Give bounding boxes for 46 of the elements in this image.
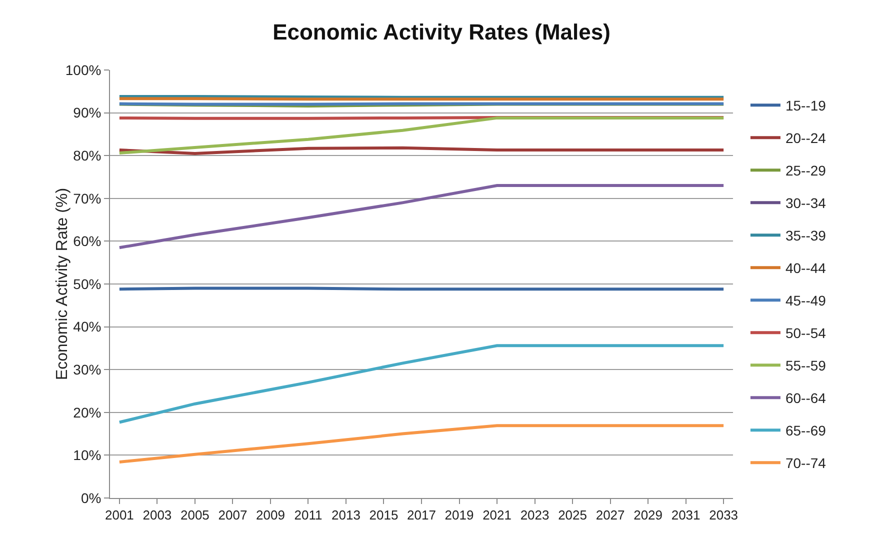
legend-label: 30--34 [785, 195, 826, 212]
x-tick-label: 2007 [218, 508, 248, 523]
y-tick-label: 20% [73, 404, 102, 420]
y-tick-label: 10% [73, 447, 102, 464]
x-tick-label: 2031 [671, 508, 700, 523]
y-axis-title: Economic Activity Rate (%) [54, 188, 72, 380]
line-series [118, 184, 726, 250]
x-tick-label: 2013 [332, 508, 360, 523]
y-tick-label: 90% [73, 104, 102, 121]
legend-label: 25--29 [785, 162, 826, 179]
chart-title: Economic Activity Rates (Males) [272, 20, 610, 45]
x-tick-label: 2017 [407, 508, 436, 523]
x-tick-label: 2001 [104, 508, 134, 523]
x-tick-label: 2019 [444, 508, 474, 523]
legend-label: 55--59 [785, 358, 826, 374]
y-tick-label: 80% [73, 148, 102, 164]
x-tick-label: 2003 [142, 508, 172, 523]
legend-label: 45--49 [785, 292, 826, 309]
x-tick-label: 2029 [634, 508, 663, 523]
x-tick-label: 2027 [596, 508, 625, 523]
line-series [118, 344, 726, 424]
y-tick-label: 50% [73, 276, 102, 292]
x-tick-label: 2021 [482, 508, 512, 523]
legend-label: 20--24 [785, 130, 826, 146]
legend-label: 60--64 [785, 390, 826, 406]
legend-label: 35--39 [785, 228, 826, 244]
x-tick-label: 2011 [294, 508, 322, 523]
y-tick-label: 70% [73, 190, 102, 206]
y-tick-label: 40% [73, 318, 102, 335]
y-tick-label: 60% [73, 233, 102, 250]
x-tick-label: 2005 [180, 508, 210, 523]
y-tick-label: 30% [73, 362, 102, 378]
legend-label: 70--74 [785, 455, 826, 472]
x-tick-label: 2025 [558, 508, 587, 523]
y-tick-label: 100% [65, 62, 102, 78]
legend-label: 15--19 [785, 98, 826, 114]
y-tick-label: 0% [80, 490, 102, 506]
x-tick-label: 2015 [369, 508, 398, 523]
legend-label: 65--69 [785, 422, 826, 439]
legend-label: 40--44 [785, 260, 826, 276]
legend-label: 50--54 [785, 325, 826, 342]
line-series [118, 116, 726, 155]
x-tick-label: 2009 [256, 508, 285, 523]
x-tick-label: 2023 [520, 508, 550, 523]
x-tick-label: 2033 [709, 508, 738, 523]
line-series [118, 424, 726, 464]
